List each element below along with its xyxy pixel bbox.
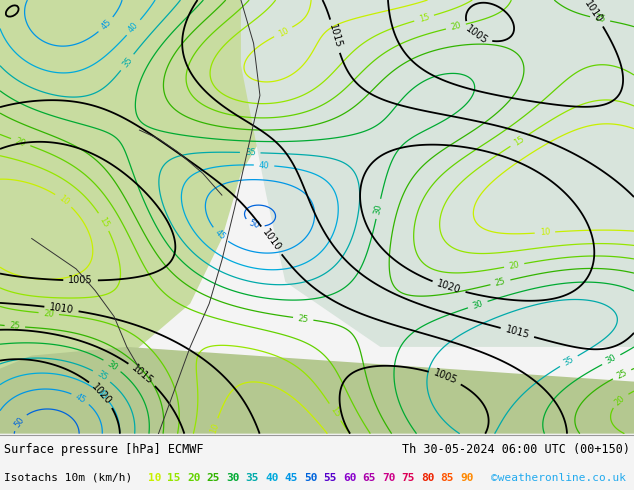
Text: 1015: 1015 [504, 324, 531, 341]
Text: 20: 20 [450, 21, 462, 32]
Text: 25: 25 [207, 472, 220, 483]
Text: 10: 10 [208, 421, 220, 434]
Text: 45: 45 [99, 18, 113, 31]
Text: 40: 40 [127, 21, 140, 34]
Text: 25: 25 [495, 277, 507, 288]
Text: 20: 20 [14, 136, 27, 148]
Text: 55: 55 [323, 472, 337, 483]
Polygon shape [0, 0, 285, 412]
Text: 80: 80 [421, 472, 434, 483]
Text: Th 30-05-2024 06:00 UTC (00+150): Th 30-05-2024 06:00 UTC (00+150) [402, 443, 630, 456]
Text: 70: 70 [382, 472, 396, 483]
Text: 25: 25 [594, 13, 606, 24]
Text: 50: 50 [13, 415, 26, 429]
Text: 65: 65 [363, 472, 376, 483]
Text: 90: 90 [460, 472, 474, 483]
Text: 40: 40 [259, 161, 269, 170]
Text: 20: 20 [613, 393, 627, 407]
Text: 20: 20 [43, 309, 55, 318]
Text: 20: 20 [508, 260, 520, 271]
Text: 1005: 1005 [463, 24, 489, 46]
Text: 35: 35 [245, 472, 259, 483]
Text: 15: 15 [167, 472, 181, 483]
Text: 1020: 1020 [90, 382, 113, 407]
Text: 1010: 1010 [260, 228, 283, 253]
Text: 1015: 1015 [327, 23, 343, 49]
Text: 50: 50 [248, 219, 261, 231]
Text: 30: 30 [604, 353, 618, 366]
Text: 40: 40 [265, 472, 278, 483]
Text: 30: 30 [226, 472, 240, 483]
Text: 25: 25 [615, 368, 629, 381]
Text: ©weatheronline.co.uk: ©weatheronline.co.uk [491, 472, 626, 483]
Text: 50: 50 [304, 472, 318, 483]
Text: 30: 30 [471, 298, 484, 311]
Text: 85: 85 [441, 472, 454, 483]
Polygon shape [241, 0, 634, 347]
Text: 35: 35 [245, 148, 256, 157]
Text: 10: 10 [56, 194, 70, 207]
Text: 15: 15 [418, 12, 430, 24]
Text: 45: 45 [213, 228, 227, 242]
Text: Surface pressure [hPa] ECMWF: Surface pressure [hPa] ECMWF [4, 443, 204, 456]
Text: 1015: 1015 [129, 363, 155, 386]
Text: 35: 35 [95, 369, 108, 383]
Text: 10: 10 [540, 228, 550, 237]
Text: 75: 75 [401, 472, 415, 483]
Text: 1005: 1005 [432, 368, 458, 386]
Text: 1010: 1010 [583, 0, 605, 25]
Text: 35: 35 [562, 355, 576, 368]
Text: 60: 60 [343, 472, 356, 483]
Text: 10: 10 [148, 472, 162, 483]
Text: 30: 30 [105, 359, 119, 372]
Text: 10: 10 [276, 25, 290, 38]
Text: Isotachs 10m (km/h): Isotachs 10m (km/h) [4, 472, 133, 483]
Text: 25: 25 [297, 314, 309, 324]
Polygon shape [0, 0, 95, 173]
Text: 45: 45 [285, 472, 298, 483]
Text: 1005: 1005 [68, 275, 93, 286]
Text: 30: 30 [373, 203, 384, 215]
Text: 15: 15 [328, 405, 342, 419]
Text: 35: 35 [120, 55, 134, 69]
Text: 40: 40 [95, 388, 109, 401]
Polygon shape [0, 347, 634, 434]
Text: 25: 25 [10, 321, 20, 331]
Text: 1010: 1010 [49, 302, 74, 316]
Text: 20: 20 [187, 472, 200, 483]
Text: 1020: 1020 [436, 279, 462, 295]
Text: 15: 15 [98, 215, 110, 229]
Text: 45: 45 [74, 392, 87, 405]
Text: 15: 15 [512, 134, 526, 147]
